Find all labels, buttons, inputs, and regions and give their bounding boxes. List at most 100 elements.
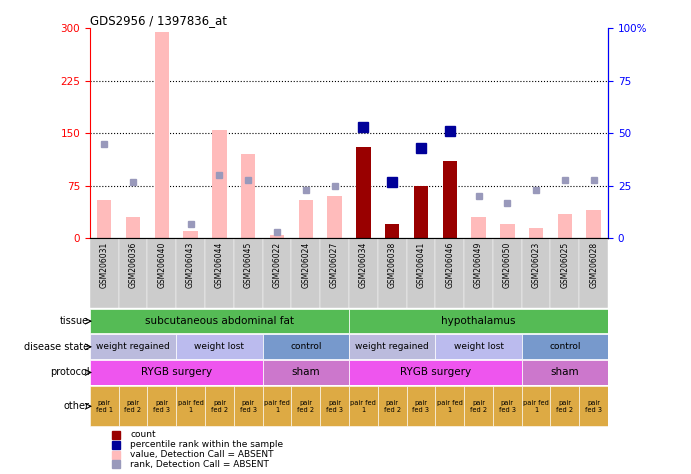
Text: pair
fed 3: pair fed 3 bbox=[585, 400, 602, 413]
Bar bbox=[97, 200, 111, 238]
Text: rank, Detection Call = ABSENT: rank, Detection Call = ABSENT bbox=[130, 460, 269, 469]
Text: GSM206034: GSM206034 bbox=[359, 242, 368, 288]
Bar bbox=[320, 386, 349, 427]
Bar bbox=[385, 224, 399, 238]
Text: GSM206036: GSM206036 bbox=[129, 242, 138, 288]
Bar bbox=[464, 238, 493, 308]
Bar bbox=[522, 386, 551, 427]
Text: sham: sham bbox=[292, 367, 320, 377]
Bar bbox=[500, 224, 515, 238]
Bar bbox=[292, 386, 320, 427]
Bar bbox=[212, 130, 227, 238]
Text: GSM206027: GSM206027 bbox=[330, 242, 339, 288]
Bar bbox=[579, 238, 608, 308]
Bar bbox=[522, 360, 608, 385]
Bar bbox=[241, 155, 256, 238]
Text: GSM206031: GSM206031 bbox=[100, 242, 108, 288]
Bar bbox=[234, 238, 263, 308]
Text: pair
fed 3: pair fed 3 bbox=[499, 400, 515, 413]
Text: value, Detection Call = ABSENT: value, Detection Call = ABSENT bbox=[130, 450, 274, 459]
Bar bbox=[551, 238, 579, 308]
Text: GSM206038: GSM206038 bbox=[388, 242, 397, 288]
Text: pair
fed 2: pair fed 2 bbox=[556, 400, 574, 413]
Bar bbox=[328, 196, 342, 238]
Bar bbox=[320, 238, 349, 308]
Text: control: control bbox=[549, 342, 580, 351]
Bar bbox=[435, 238, 464, 308]
Text: subcutaneous abdominal fat: subcutaneous abdominal fat bbox=[145, 316, 294, 326]
Text: pair
fed 2: pair fed 2 bbox=[384, 400, 401, 413]
Text: pair fed
1: pair fed 1 bbox=[523, 400, 549, 413]
Bar bbox=[349, 386, 378, 427]
Text: disease state: disease state bbox=[24, 342, 89, 352]
Text: hypothalamus: hypothalamus bbox=[442, 316, 515, 326]
Text: pair fed
1: pair fed 1 bbox=[350, 400, 377, 413]
Bar bbox=[356, 147, 370, 238]
Text: RYGB surgery: RYGB surgery bbox=[400, 367, 471, 377]
Text: count: count bbox=[130, 430, 156, 439]
Bar bbox=[292, 238, 320, 308]
Bar bbox=[349, 238, 378, 308]
Text: tissue: tissue bbox=[60, 316, 89, 326]
Bar bbox=[269, 235, 284, 238]
Bar bbox=[263, 335, 349, 359]
Bar bbox=[234, 386, 263, 427]
Text: pair
fed 3: pair fed 3 bbox=[153, 400, 170, 413]
Text: pair
fed 2: pair fed 2 bbox=[211, 400, 228, 413]
Text: GSM206022: GSM206022 bbox=[272, 242, 281, 288]
Text: GSM206050: GSM206050 bbox=[503, 242, 512, 288]
Text: weight regained: weight regained bbox=[355, 342, 429, 351]
Text: GSM206045: GSM206045 bbox=[244, 242, 253, 288]
Bar bbox=[529, 228, 543, 238]
Bar bbox=[406, 238, 435, 308]
Text: GDS2956 / 1397836_at: GDS2956 / 1397836_at bbox=[90, 14, 227, 27]
Text: pair fed
1: pair fed 1 bbox=[264, 400, 290, 413]
Bar bbox=[558, 214, 572, 238]
Bar bbox=[378, 386, 406, 427]
Bar bbox=[205, 386, 234, 427]
Bar bbox=[471, 218, 486, 238]
Text: weight lost: weight lost bbox=[194, 342, 245, 351]
Text: GSM206049: GSM206049 bbox=[474, 242, 483, 288]
Bar bbox=[349, 309, 608, 334]
Bar bbox=[263, 238, 292, 308]
Bar bbox=[299, 200, 313, 238]
Text: sham: sham bbox=[551, 367, 579, 377]
Bar bbox=[90, 360, 263, 385]
Bar bbox=[126, 218, 140, 238]
Text: percentile rank within the sample: percentile rank within the sample bbox=[130, 440, 283, 449]
Bar bbox=[435, 386, 464, 427]
Text: other: other bbox=[64, 401, 89, 411]
Bar bbox=[349, 335, 435, 359]
Text: pair
fed 2: pair fed 2 bbox=[297, 400, 314, 413]
Text: control: control bbox=[290, 342, 321, 351]
Text: pair
fed 3: pair fed 3 bbox=[240, 400, 256, 413]
Bar bbox=[378, 238, 406, 308]
Bar bbox=[493, 238, 522, 308]
Bar bbox=[183, 231, 198, 238]
Bar bbox=[263, 386, 292, 427]
Text: weight lost: weight lost bbox=[453, 342, 504, 351]
Bar bbox=[442, 161, 457, 238]
Text: GSM206046: GSM206046 bbox=[445, 242, 454, 288]
Text: GSM206041: GSM206041 bbox=[417, 242, 426, 288]
Text: pair
fed 1: pair fed 1 bbox=[96, 400, 113, 413]
Text: pair
fed 2: pair fed 2 bbox=[470, 400, 487, 413]
Text: pair
fed 3: pair fed 3 bbox=[326, 400, 343, 413]
Bar bbox=[90, 309, 349, 334]
Bar bbox=[90, 386, 119, 427]
Text: GSM206044: GSM206044 bbox=[215, 242, 224, 288]
Bar bbox=[205, 238, 234, 308]
Text: weight regained: weight regained bbox=[96, 342, 170, 351]
Bar bbox=[464, 386, 493, 427]
Bar bbox=[176, 386, 205, 427]
Bar bbox=[263, 360, 349, 385]
Bar bbox=[90, 335, 176, 359]
Text: GSM206043: GSM206043 bbox=[186, 242, 195, 288]
Bar bbox=[155, 32, 169, 238]
Bar bbox=[551, 386, 579, 427]
Bar bbox=[522, 238, 551, 308]
Bar bbox=[147, 238, 176, 308]
Bar bbox=[493, 386, 522, 427]
Bar bbox=[119, 386, 147, 427]
